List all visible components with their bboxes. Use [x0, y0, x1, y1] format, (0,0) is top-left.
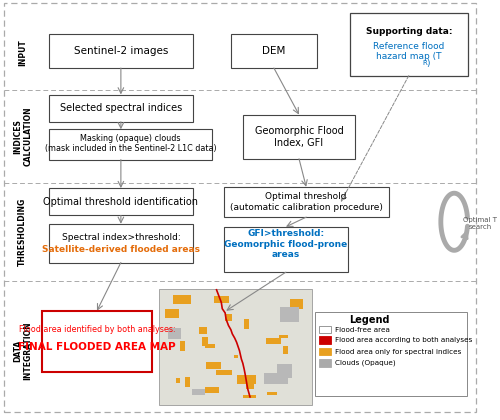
Text: THRESHOLDING: THRESHOLDING: [18, 198, 28, 266]
Text: Reference flood
hazard map (T: Reference flood hazard map (T: [373, 42, 444, 61]
FancyBboxPatch shape: [314, 312, 466, 396]
FancyBboxPatch shape: [237, 375, 256, 384]
FancyBboxPatch shape: [49, 129, 211, 160]
FancyBboxPatch shape: [172, 295, 191, 304]
Text: Spectral index>threshold:: Spectral index>threshold:: [62, 233, 180, 242]
Text: GFI>threshold:
Geomorphic flood-prone
areas: GFI>threshold: Geomorphic flood-prone ar…: [224, 229, 348, 259]
Text: Legend: Legend: [350, 315, 390, 325]
Text: Flood area according to both analyses: Flood area according to both analyses: [334, 337, 472, 343]
Text: Sentinel-2 images: Sentinel-2 images: [74, 46, 168, 56]
FancyBboxPatch shape: [243, 115, 355, 159]
Text: INPUT: INPUT: [18, 39, 28, 66]
FancyBboxPatch shape: [267, 392, 276, 395]
FancyBboxPatch shape: [206, 362, 220, 369]
Text: Selected spectral indices: Selected spectral indices: [60, 103, 182, 113]
FancyBboxPatch shape: [280, 335, 288, 338]
FancyBboxPatch shape: [214, 296, 229, 303]
FancyBboxPatch shape: [276, 377, 282, 381]
FancyBboxPatch shape: [320, 348, 332, 355]
FancyBboxPatch shape: [198, 327, 207, 333]
FancyBboxPatch shape: [49, 94, 193, 122]
FancyBboxPatch shape: [231, 34, 317, 68]
Text: Clouds (Opaque): Clouds (Opaque): [334, 360, 396, 366]
Text: DEM: DEM: [262, 46, 285, 56]
FancyBboxPatch shape: [350, 13, 468, 76]
FancyBboxPatch shape: [159, 289, 312, 405]
Text: Flood area identified by both analyses:: Flood area identified by both analyses:: [18, 325, 176, 334]
FancyBboxPatch shape: [204, 387, 219, 393]
Text: INDICES
CALCULATION: INDICES CALCULATION: [13, 107, 32, 166]
Text: Flood-free area: Flood-free area: [334, 327, 390, 333]
FancyBboxPatch shape: [168, 328, 181, 339]
FancyBboxPatch shape: [266, 338, 281, 344]
FancyBboxPatch shape: [243, 395, 256, 398]
FancyBboxPatch shape: [174, 296, 190, 299]
Text: FINAL FLOODED AREA MAP: FINAL FLOODED AREA MAP: [18, 342, 176, 352]
FancyBboxPatch shape: [192, 389, 205, 396]
Text: DATA
INTEGRATION: DATA INTEGRATION: [13, 321, 32, 380]
FancyBboxPatch shape: [224, 227, 348, 272]
FancyBboxPatch shape: [320, 336, 332, 344]
Text: R: R: [422, 60, 427, 66]
FancyBboxPatch shape: [290, 299, 302, 309]
Text: Geomorphic Flood
Index, GFI: Geomorphic Flood Index, GFI: [254, 126, 344, 148]
FancyBboxPatch shape: [246, 383, 254, 389]
FancyBboxPatch shape: [244, 319, 248, 329]
Text: Optimal threshold identification: Optimal threshold identification: [44, 197, 199, 207]
Text: ): ): [426, 59, 430, 68]
Text: Flood area only for spectral indices: Flood area only for spectral indices: [334, 349, 461, 354]
FancyBboxPatch shape: [282, 346, 288, 354]
FancyBboxPatch shape: [202, 337, 207, 346]
FancyBboxPatch shape: [277, 365, 292, 378]
FancyBboxPatch shape: [320, 359, 332, 367]
FancyBboxPatch shape: [224, 187, 388, 217]
FancyBboxPatch shape: [180, 341, 184, 351]
Text: Masking (opaque) clouds
(mask included in the Sentinel-2 L1C data): Masking (opaque) clouds (mask included i…: [44, 134, 216, 153]
FancyBboxPatch shape: [49, 34, 193, 68]
Text: Satellite-derived flooded areas: Satellite-derived flooded areas: [42, 244, 200, 254]
FancyBboxPatch shape: [320, 326, 332, 333]
FancyBboxPatch shape: [185, 378, 190, 387]
FancyBboxPatch shape: [49, 224, 193, 262]
FancyBboxPatch shape: [225, 314, 232, 321]
FancyBboxPatch shape: [280, 307, 299, 322]
FancyBboxPatch shape: [204, 344, 215, 348]
FancyBboxPatch shape: [216, 370, 232, 375]
Text: Optimal T
search: Optimal T search: [463, 218, 497, 230]
Text: Optimal threshold
(automatic calibration procedure): Optimal threshold (automatic calibration…: [230, 192, 382, 212]
FancyBboxPatch shape: [176, 378, 180, 383]
FancyBboxPatch shape: [264, 373, 288, 384]
FancyBboxPatch shape: [164, 310, 180, 318]
FancyBboxPatch shape: [4, 3, 476, 412]
FancyBboxPatch shape: [49, 188, 193, 215]
FancyBboxPatch shape: [42, 311, 152, 372]
Text: Supporting data:: Supporting data:: [366, 27, 452, 37]
FancyBboxPatch shape: [234, 355, 238, 358]
